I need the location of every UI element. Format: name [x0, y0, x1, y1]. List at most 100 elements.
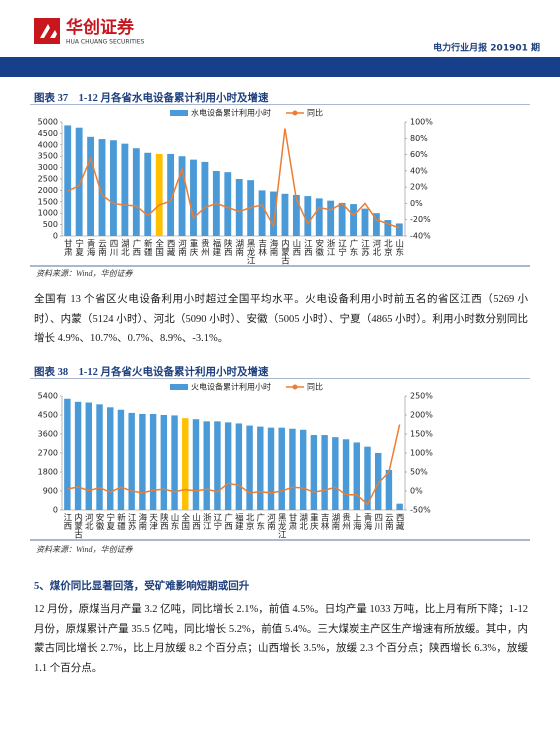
x-tick-label: 贵州 — [199, 238, 209, 256]
x-tick-label: 北京 — [244, 513, 254, 531]
y-tick-label: 900 — [43, 487, 58, 496]
y-tick-label: 0 — [53, 232, 58, 241]
y-tick-label: 5000 — [38, 118, 58, 127]
x-tick-label: 内蒙古 — [73, 512, 83, 539]
bar — [167, 153, 175, 236]
y-tick-label: 2700 — [38, 449, 58, 458]
x-tick-label: 西藏 — [394, 513, 404, 531]
y2-tick-label: 0% — [410, 199, 423, 208]
x-tick-label: 山西 — [291, 238, 301, 256]
x-tick-label: 全国 — [154, 238, 164, 256]
bar — [342, 439, 350, 510]
report-title: 电力行业月报 201901 期 — [433, 42, 540, 54]
x-tick-label: 四川 — [108, 239, 118, 256]
bar — [384, 220, 392, 236]
y-tick-label: 3500 — [38, 152, 58, 161]
x-tick-label: 山东 — [169, 512, 179, 530]
x-tick-label: 海南 — [268, 238, 278, 256]
x-tick-label: 上海 — [351, 513, 361, 531]
bar — [117, 409, 125, 510]
bar — [128, 412, 135, 510]
y-tick-label: 3600 — [38, 430, 58, 439]
bar — [74, 401, 82, 510]
bar — [160, 415, 168, 510]
paragraph: 12 月份，原煤当月产量 3.2 亿吨，同比增长 2.1%，前值 4.5%。日均… — [34, 604, 528, 674]
x-tick-label: 陕西 — [158, 512, 168, 531]
bar — [224, 422, 232, 510]
y2-tick-label: -20% — [410, 215, 431, 224]
x-tick-label: 云南 — [383, 513, 393, 530]
x-tick-label: 青海 — [85, 238, 95, 256]
x-tick-label: 宁夏 — [74, 238, 84, 256]
logo-cn: 华创证券 — [66, 17, 135, 38]
x-tick-label: 河北 — [83, 512, 93, 531]
x-tick-label: 重庆 — [188, 238, 198, 256]
x-tick-label: 吉林 — [319, 513, 329, 531]
bar — [85, 402, 93, 510]
x-tick-label: 天津 — [148, 513, 158, 531]
bar — [182, 418, 189, 510]
y2-tick-label: 250% — [410, 392, 433, 401]
y2-tick-label: 20% — [410, 183, 428, 192]
x-tick-label: 安徽 — [314, 238, 324, 256]
x-tick-label: 广西 — [131, 238, 141, 256]
bar — [270, 191, 277, 236]
x-tick-label: 江西 — [302, 239, 312, 257]
x-tick-label: 陕西 — [222, 238, 232, 256]
logo-mark — [40, 24, 57, 38]
bar — [235, 179, 243, 236]
x-tick-label: 广东 — [255, 512, 265, 530]
bar — [327, 200, 335, 236]
bar — [338, 202, 346, 236]
source: 资料来源：Wind，华创证券 — [36, 545, 133, 554]
x-tick-label: 云南 — [97, 239, 107, 256]
bar — [321, 435, 328, 510]
legend-swatch — [292, 384, 298, 390]
bar — [267, 427, 275, 510]
y2-tick-label: 60% — [410, 150, 428, 159]
bar — [304, 196, 312, 236]
x-tick-label: 湖北 — [119, 239, 129, 257]
x-tick-label: 甘肃 — [62, 238, 72, 256]
bar — [372, 213, 380, 236]
legend-swatch — [170, 384, 188, 390]
line — [67, 128, 400, 229]
x-tick-label: 宁夏 — [105, 512, 115, 530]
bar — [246, 425, 253, 510]
y-tick-label: 1800 — [38, 468, 58, 477]
bar — [278, 427, 285, 510]
bar — [258, 190, 266, 236]
line — [67, 424, 401, 506]
x-tick-label: 湖北 — [298, 513, 308, 531]
bar — [292, 194, 300, 236]
x-tick-label: 黑龙江 — [276, 513, 286, 539]
bar — [235, 423, 243, 510]
bar — [350, 204, 357, 236]
y2-tick-label: 40% — [410, 166, 428, 175]
bar — [178, 156, 186, 236]
x-tick-label: 江西 — [62, 513, 72, 531]
y-tick-label: 4500 — [38, 129, 58, 138]
x-tick-label: 新疆 — [115, 512, 125, 531]
legend-label: 同比 — [307, 382, 323, 392]
x-tick-label: 湖南 — [330, 513, 340, 530]
x-tick-label: 内蒙古 — [279, 238, 289, 265]
bar — [192, 419, 200, 510]
section-heading: 5、煤价同比显著回落，受矿难影响短期或回升 — [34, 581, 250, 592]
legend-label: 同比 — [307, 108, 323, 118]
x-tick-label: 河北 — [371, 238, 381, 256]
bar — [64, 125, 72, 236]
x-tick-label: 江苏 — [126, 513, 136, 531]
x-tick-label: 全国 — [180, 512, 190, 531]
x-tick-label: 重庆 — [308, 512, 318, 531]
x-tick-label: 广西 — [223, 512, 233, 531]
x-tick-label: 北京 — [382, 239, 392, 257]
y-tick-label: 1000 — [38, 209, 58, 218]
bar — [139, 413, 146, 510]
y2-tick-label: 150% — [410, 430, 433, 439]
bar — [64, 398, 71, 510]
x-tick-label: 海南 — [137, 512, 147, 530]
x-tick-label: 广东 — [348, 238, 358, 256]
legend-swatch — [292, 110, 298, 116]
